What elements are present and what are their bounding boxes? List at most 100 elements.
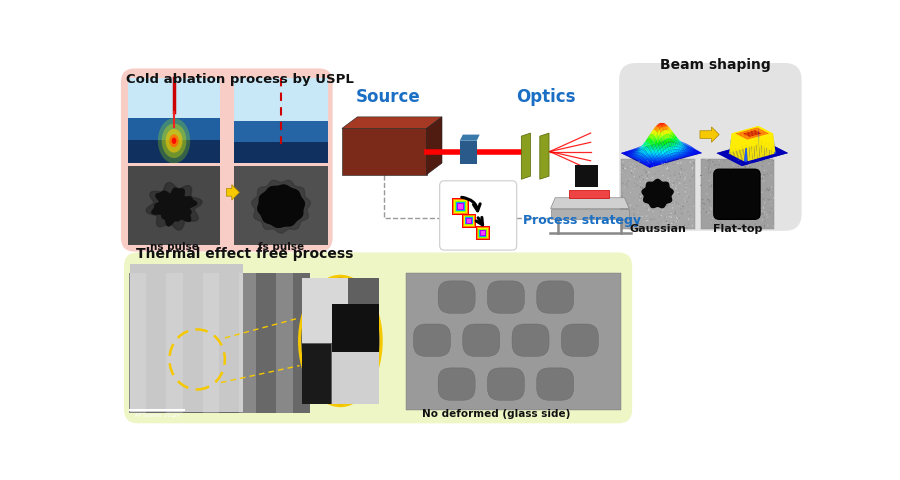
Bar [462, 214, 476, 228]
Circle shape [713, 190, 715, 191]
Polygon shape [773, 155, 777, 156]
Text: Process strategy: Process strategy [523, 215, 641, 228]
Circle shape [764, 213, 765, 214]
Circle shape [702, 203, 704, 204]
Polygon shape [719, 154, 723, 155]
Circle shape [662, 175, 663, 176]
Polygon shape [729, 149, 733, 150]
Polygon shape [769, 132, 773, 151]
Polygon shape [652, 128, 654, 132]
Polygon shape [643, 143, 646, 146]
Circle shape [738, 208, 740, 209]
Circle shape [761, 192, 762, 194]
Polygon shape [740, 139, 743, 160]
Polygon shape [742, 130, 745, 132]
Circle shape [658, 186, 659, 187]
Polygon shape [752, 135, 756, 137]
Polygon shape [737, 159, 742, 161]
Circle shape [661, 165, 662, 167]
Polygon shape [657, 124, 661, 128]
Polygon shape [761, 133, 766, 134]
Polygon shape [648, 134, 652, 138]
Polygon shape [651, 142, 653, 144]
Circle shape [634, 207, 635, 208]
Circle shape [627, 217, 628, 218]
Polygon shape [679, 147, 682, 150]
Polygon shape [743, 164, 747, 165]
Polygon shape [746, 140, 750, 161]
Circle shape [659, 205, 660, 207]
Bar [477, 227, 489, 239]
Circle shape [652, 161, 653, 162]
Polygon shape [629, 152, 632, 153]
Circle shape [770, 175, 772, 177]
Polygon shape [758, 129, 761, 130]
Circle shape [761, 178, 763, 179]
Circle shape [717, 215, 718, 216]
Circle shape [624, 187, 625, 188]
Circle shape [682, 206, 683, 207]
Polygon shape [769, 134, 772, 155]
Polygon shape [738, 136, 742, 138]
Circle shape [709, 186, 710, 187]
Polygon shape [743, 145, 747, 146]
Polygon shape [667, 157, 670, 160]
Circle shape [625, 168, 626, 169]
Polygon shape [756, 159, 760, 161]
Circle shape [645, 218, 646, 220]
Polygon shape [728, 156, 732, 158]
Circle shape [768, 191, 769, 192]
Polygon shape [623, 152, 626, 153]
Polygon shape [632, 156, 635, 158]
Circle shape [648, 210, 649, 211]
Circle shape [746, 226, 748, 227]
Circle shape [746, 202, 747, 203]
Circle shape [625, 168, 626, 169]
Circle shape [667, 197, 668, 198]
Circle shape [760, 213, 762, 214]
Polygon shape [745, 130, 749, 132]
Circle shape [679, 173, 680, 174]
Circle shape [756, 206, 758, 208]
Circle shape [626, 221, 627, 222]
Circle shape [644, 192, 645, 193]
Polygon shape [697, 151, 699, 152]
Ellipse shape [166, 129, 183, 153]
Circle shape [661, 215, 662, 216]
Polygon shape [646, 165, 650, 167]
Circle shape [708, 165, 709, 166]
Circle shape [632, 187, 633, 188]
Polygon shape [656, 124, 660, 127]
Polygon shape [764, 130, 768, 132]
Polygon shape [722, 155, 725, 156]
Polygon shape [748, 129, 752, 131]
Polygon shape [551, 208, 629, 219]
Polygon shape [674, 146, 678, 150]
Circle shape [754, 216, 755, 218]
Polygon shape [656, 146, 660, 151]
Polygon shape [673, 140, 677, 141]
Circle shape [772, 195, 774, 196]
Polygon shape [644, 138, 648, 143]
Circle shape [711, 184, 712, 186]
Polygon shape [756, 126, 760, 127]
Polygon shape [750, 138, 753, 140]
Polygon shape [734, 161, 738, 163]
Circle shape [711, 169, 713, 171]
Polygon shape [631, 150, 634, 151]
Polygon shape [647, 134, 651, 140]
Polygon shape [755, 132, 759, 133]
Circle shape [768, 225, 769, 226]
Polygon shape [681, 142, 685, 144]
Circle shape [704, 204, 706, 205]
Circle shape [722, 216, 724, 218]
Circle shape [622, 218, 623, 220]
Polygon shape [742, 146, 746, 148]
Polygon shape [758, 158, 761, 159]
Circle shape [633, 216, 634, 218]
Polygon shape [645, 143, 649, 145]
Polygon shape [658, 123, 662, 124]
Polygon shape [772, 146, 776, 148]
Circle shape [676, 221, 677, 222]
Circle shape [711, 213, 712, 215]
